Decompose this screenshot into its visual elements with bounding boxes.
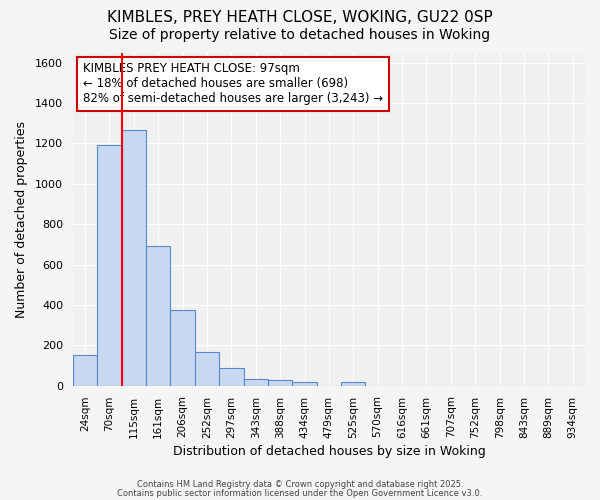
Bar — [268, 380, 292, 386]
Text: KIMBLES PREY HEATH CLOSE: 97sqm
← 18% of detached houses are smaller (698)
82% o: KIMBLES PREY HEATH CLOSE: 97sqm ← 18% of… — [83, 62, 383, 106]
Bar — [219, 368, 244, 386]
Bar — [292, 382, 317, 386]
Text: Contains public sector information licensed under the Open Government Licence v3: Contains public sector information licen… — [118, 488, 482, 498]
Bar — [195, 352, 219, 386]
Bar — [170, 310, 195, 386]
Bar — [244, 378, 268, 386]
Bar — [97, 146, 122, 386]
Y-axis label: Number of detached properties: Number of detached properties — [15, 120, 28, 318]
Bar — [73, 356, 97, 386]
Text: Contains HM Land Registry data © Crown copyright and database right 2025.: Contains HM Land Registry data © Crown c… — [137, 480, 463, 489]
Bar — [122, 130, 146, 386]
Text: KIMBLES, PREY HEATH CLOSE, WOKING, GU22 0SP: KIMBLES, PREY HEATH CLOSE, WOKING, GU22 … — [107, 10, 493, 25]
Text: Size of property relative to detached houses in Woking: Size of property relative to detached ho… — [109, 28, 491, 42]
X-axis label: Distribution of detached houses by size in Woking: Distribution of detached houses by size … — [173, 444, 485, 458]
Bar — [341, 382, 365, 386]
Bar — [146, 246, 170, 386]
